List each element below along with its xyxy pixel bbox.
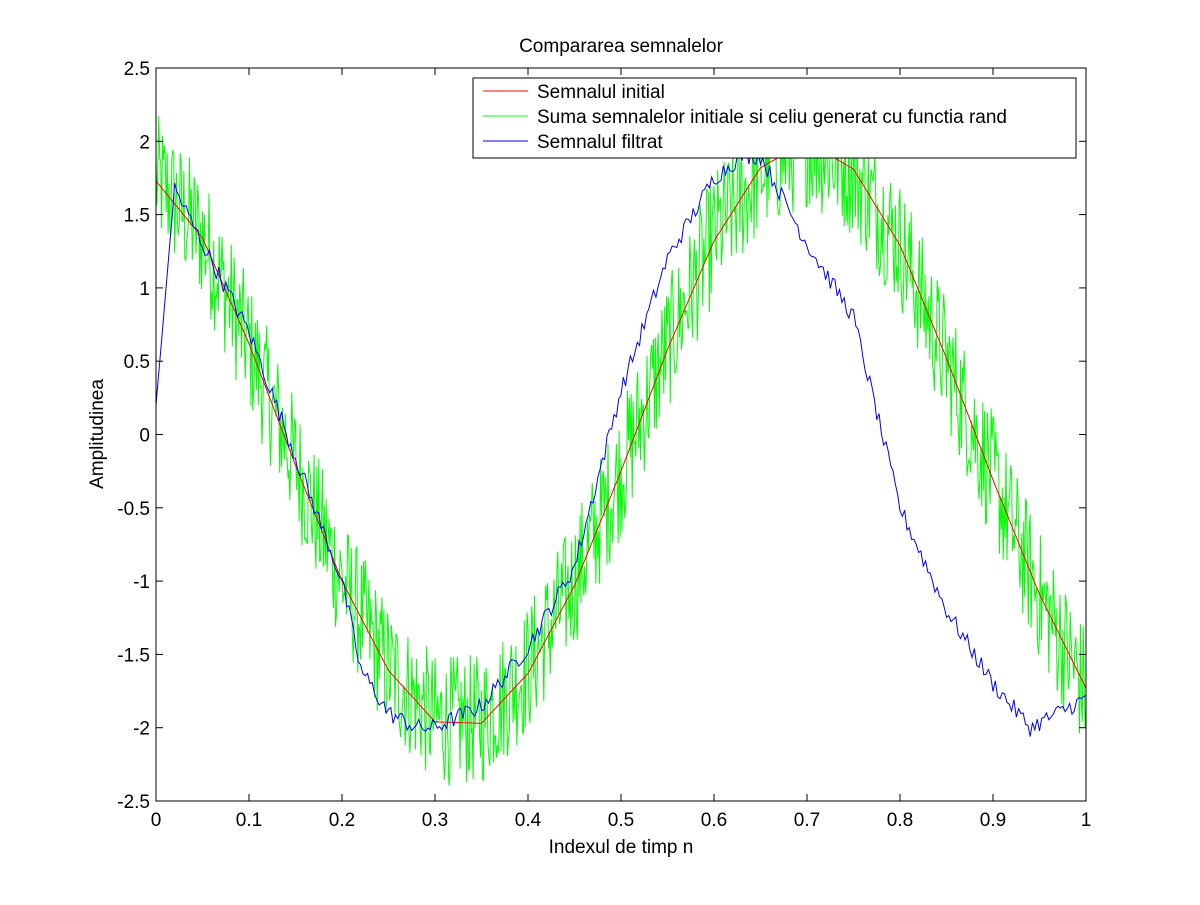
- y-tick-label: 2: [139, 132, 150, 153]
- y-axis-ticks: -2.5 -2 -1.5 -1 -0.5 0 0.5 1 1.5 2 2.5: [117, 59, 1086, 813]
- y-tick-label: 0: [139, 426, 150, 447]
- x-tick-label: 0.9: [980, 810, 1006, 831]
- x-tick-label: 0.6: [701, 810, 727, 831]
- legend-items: Semnalul initial Suma semnalelor initiale…: [483, 82, 1007, 153]
- x-tick-label: 0.8: [887, 810, 913, 831]
- y-tick-label: -0.5: [117, 499, 150, 520]
- x-tick-label: 0.3: [422, 810, 448, 831]
- y-tick-label: -2.5: [117, 792, 150, 813]
- y-tick-label: -1.5: [117, 645, 150, 666]
- legend-label: Semnalul filtrat: [537, 132, 663, 153]
- y-tick-label: 1.5: [124, 206, 150, 227]
- legend-box: [472, 77, 1077, 159]
- x-tick-label: 0.4: [515, 810, 542, 831]
- legend-label: Suma semnalelor initiale si celiu genera…: [537, 107, 1007, 128]
- y-tick-label: -2: [133, 719, 150, 740]
- y-tick-label: 1: [139, 279, 150, 300]
- series-line-3: [156, 148, 1086, 737]
- plot-area: [156, 68, 1086, 801]
- y-tick-label: -1: [133, 572, 150, 593]
- x-tick-label: 0.2: [329, 810, 355, 831]
- y-axis-label: Amplitudinea: [87, 379, 108, 489]
- legend: Semnalul initial Suma semnalelor initiale…: [472, 77, 1077, 159]
- x-tick-label: 0.7: [794, 810, 820, 831]
- y-tick-label: 2.5: [124, 59, 150, 80]
- chart-title: Compararea semnalelor: [519, 36, 723, 57]
- x-tick-label: 1: [1081, 810, 1092, 831]
- series-layer: [156, 87, 1086, 786]
- x-tick-label: 0.1: [236, 810, 262, 831]
- series-line-2: [156, 87, 1086, 786]
- x-tick-label: 0: [151, 810, 162, 831]
- legend-label: Semnalul initial: [537, 82, 665, 103]
- x-tick-label: 0.5: [608, 810, 634, 831]
- x-axis-label: Indexul de timp n: [549, 837, 694, 858]
- x-axis-ticks: 0 0.1 0.2 0.3 0.4 0.5 0.6 0.7 0.8 0.9 1: [151, 68, 1092, 831]
- series-line-1: [156, 140, 1086, 724]
- y-tick-label: 0.5: [124, 352, 150, 373]
